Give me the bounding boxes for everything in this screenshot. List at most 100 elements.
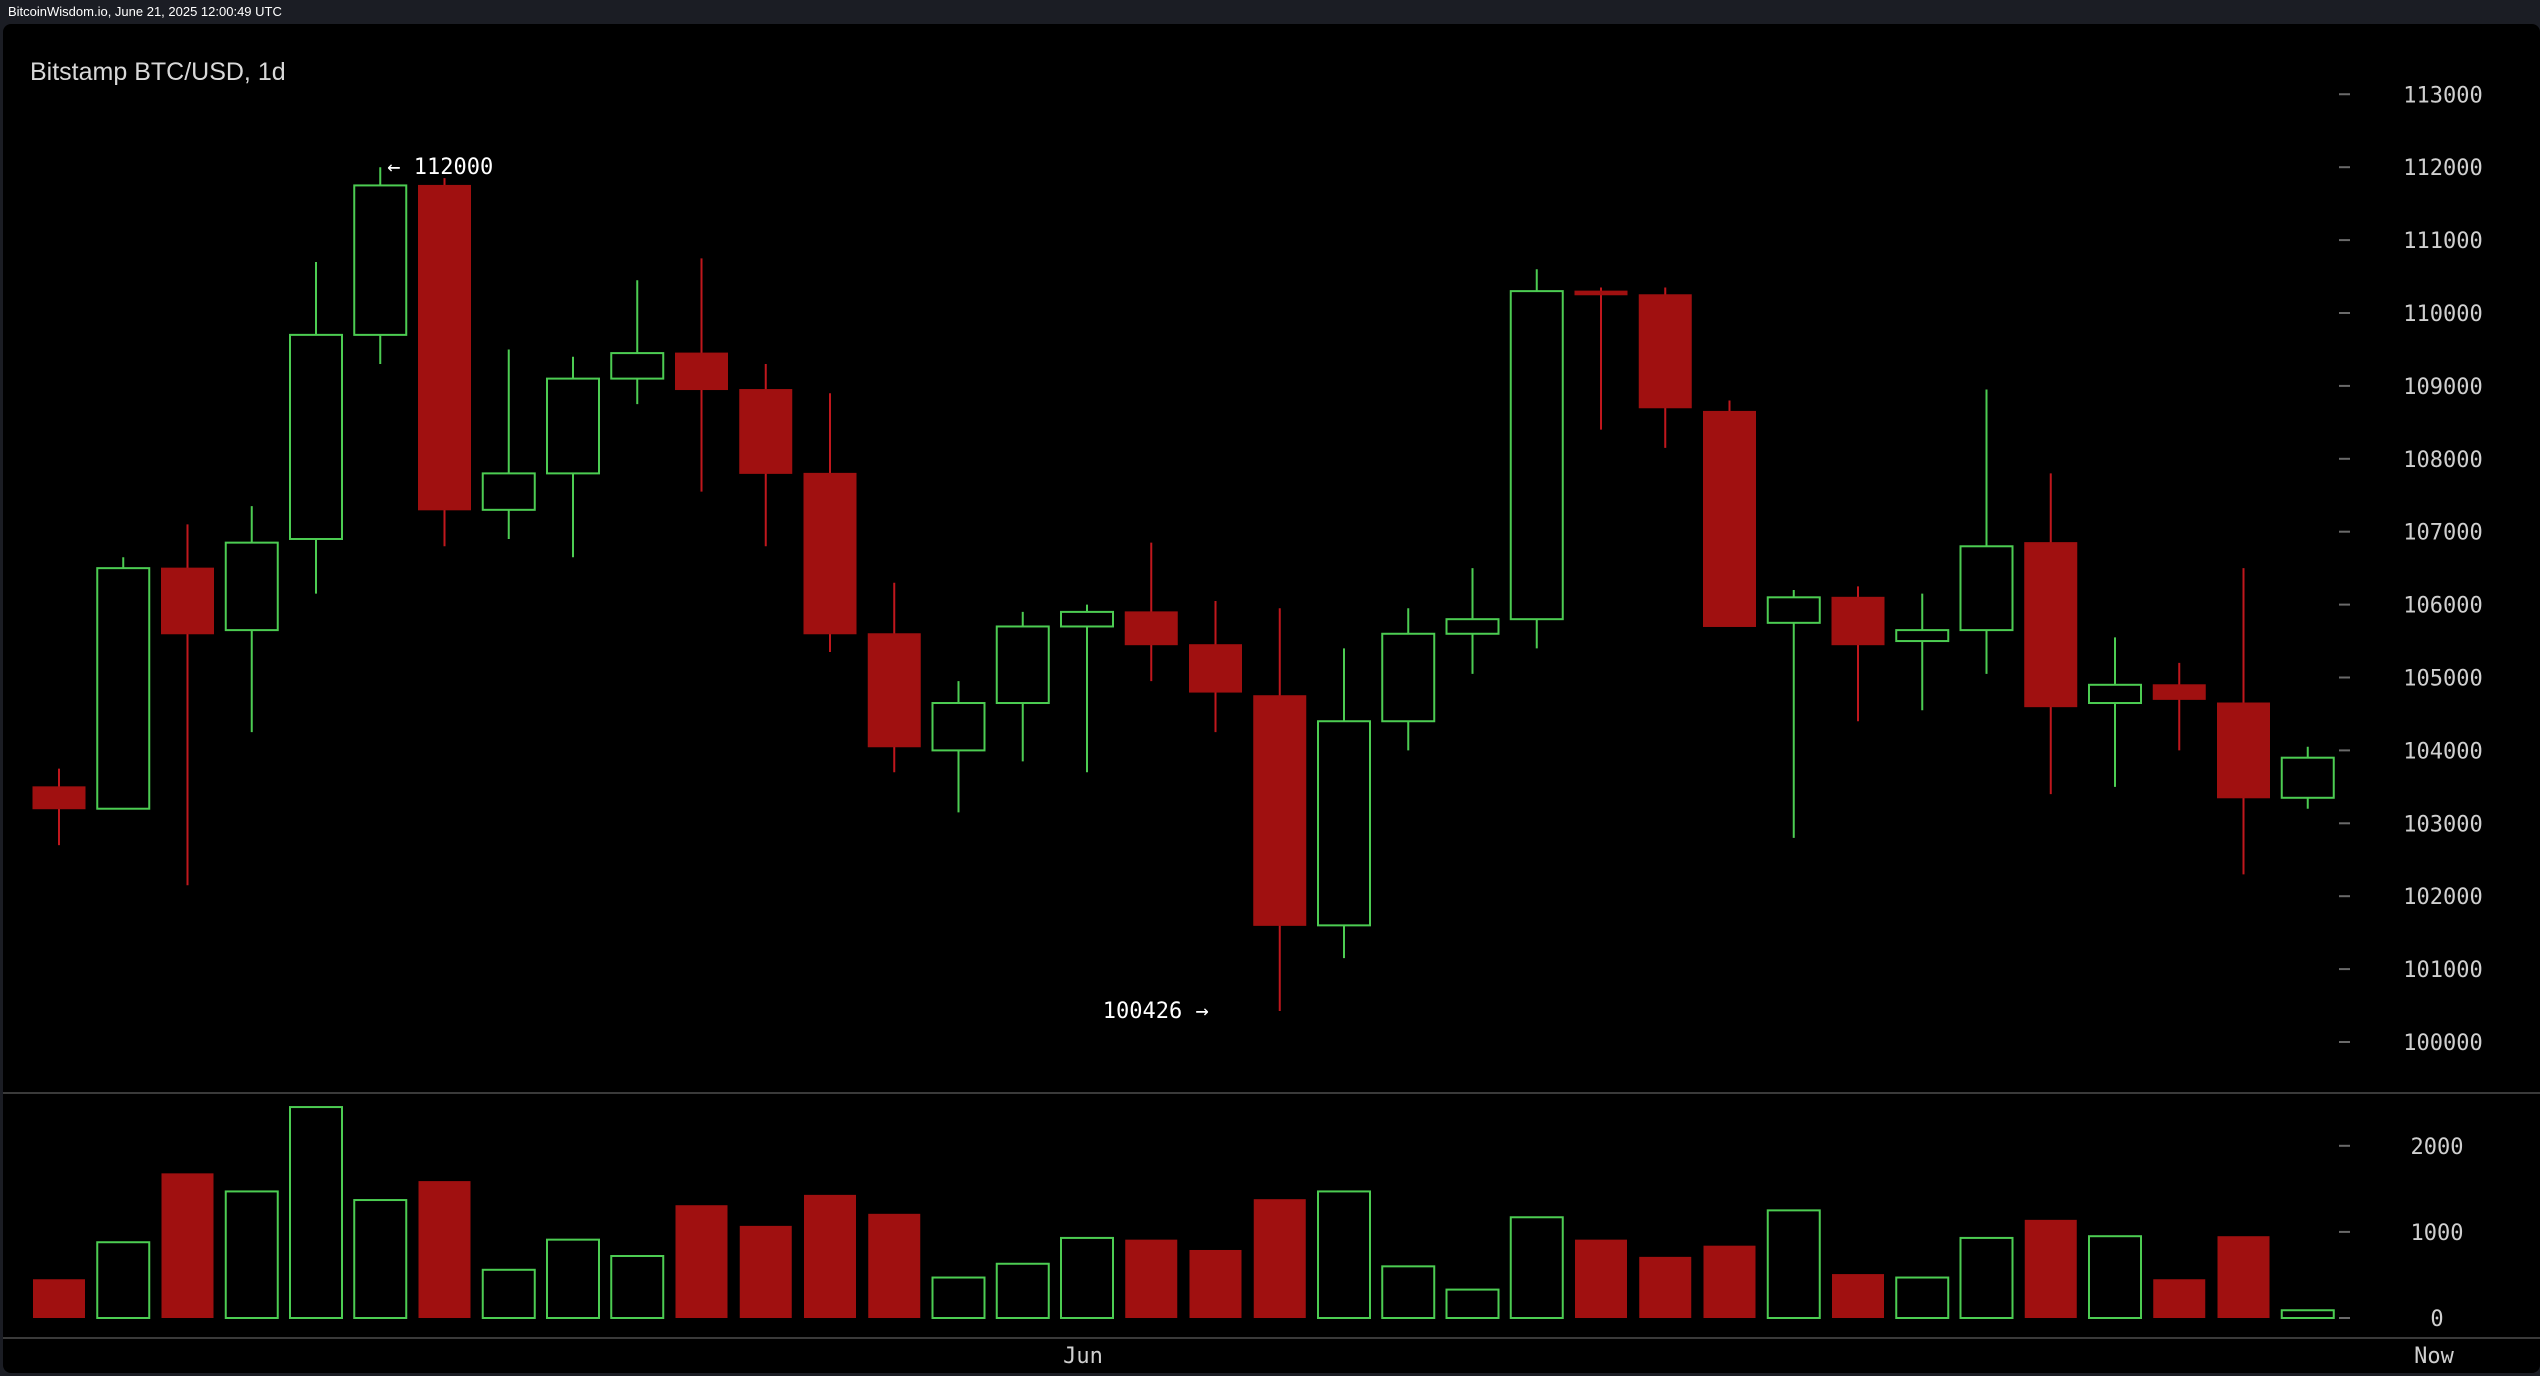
candle (481, 349, 536, 539)
price-tick-label: 105000 (2403, 667, 2482, 692)
volume-bar (1317, 1190, 1371, 1319)
candle-body (1060, 610, 1114, 628)
volume-bar (804, 1194, 856, 1318)
candle (1831, 586, 1885, 722)
price-tick-label: 112000 (2403, 156, 2482, 181)
candle-body (1381, 632, 1436, 723)
candle-body (995, 625, 1050, 705)
candle (353, 167, 408, 365)
candle-body (1124, 611, 1178, 646)
price-tick-label: 111000 (2403, 229, 2482, 254)
chart-canvas[interactable]: 100000 101000 102000 103000 104000 105000 1060… (3, 24, 2540, 1373)
volume-bar (289, 1106, 343, 1320)
candle-body (224, 541, 279, 632)
volume-bar (739, 1225, 792, 1318)
candle (1766, 590, 1821, 838)
volume-bar (224, 1190, 279, 1319)
volume-bar (1189, 1249, 1242, 1318)
volume-bar (610, 1255, 665, 1320)
price-tick-label: 100000 (2403, 1031, 2482, 1056)
chart-panel: 100000 101000 102000 103000 104000 105000 1060… (3, 24, 2540, 1373)
candle-body (675, 352, 728, 391)
time-axis-label: Now (2414, 1344, 2454, 1369)
candle (2152, 662, 2206, 751)
volume-bar (546, 1238, 600, 1320)
volume-bar (1959, 1236, 2014, 1319)
candle (96, 557, 151, 810)
price-tick-label: 103000 (2403, 812, 2482, 837)
price-annotation: ← 112000 (387, 155, 493, 180)
candle (1189, 600, 1242, 733)
candle (803, 393, 857, 652)
volume-bar (1253, 1199, 1306, 1318)
volume-bar (995, 1262, 1050, 1319)
candle-body (481, 472, 536, 511)
volume-bar (868, 1213, 921, 1318)
volume-bar (2024, 1219, 2077, 1318)
volume-tick-label: 0 (2430, 1307, 2443, 1332)
volume-bar (1639, 1256, 1692, 1318)
candle-body (2152, 684, 2206, 700)
candle (2024, 473, 2078, 795)
volume-bar (481, 1268, 536, 1320)
candle (2217, 568, 2270, 875)
candle-body (546, 377, 600, 475)
candle (1509, 269, 1564, 649)
volume-bar (2217, 1236, 2270, 1318)
volume-bar (1703, 1245, 1756, 1318)
price-tick-label: 110000 (2403, 302, 2482, 327)
volume-bar (418, 1181, 471, 1318)
volume-bar (1766, 1209, 1821, 1319)
volume-tick-label: 1000 (2411, 1221, 2464, 1246)
candle (1574, 287, 1628, 430)
source-timestamp: BitcoinWisdom.io, June 21, 2025 12:00:49… (8, 4, 282, 19)
price-tick-label: 102000 (2403, 885, 2482, 910)
candles (32, 167, 2335, 1011)
price-tick-label: 108000 (2403, 448, 2482, 473)
candle (739, 364, 793, 547)
volume-bar (161, 1173, 214, 1318)
candle-body (867, 633, 921, 748)
candle (224, 506, 279, 733)
candle (1381, 608, 1436, 751)
volume-bar (96, 1241, 151, 1320)
volume-bar (353, 1199, 408, 1319)
volume-bar (2088, 1235, 2142, 1319)
price-annotations: ← 112000 100426 → (387, 155, 1209, 1024)
candle (610, 280, 665, 405)
volume-tick-label: 2000 (2411, 1135, 2464, 1160)
volume-bar (2153, 1279, 2206, 1318)
candle (995, 611, 1050, 762)
candle (1959, 389, 2014, 674)
candle-body (353, 184, 408, 336)
candle-body (418, 184, 471, 511)
candle (867, 582, 921, 773)
candle-body (96, 567, 151, 810)
candle-body (1766, 596, 1821, 624)
volume-bar (1832, 1274, 1884, 1318)
price-tick-label: 113000 (2403, 83, 2482, 108)
candle (1895, 593, 1950, 711)
candle (289, 261, 343, 594)
volume-bar (1060, 1236, 1114, 1319)
candle (2088, 637, 2142, 787)
price-tick-label: 109000 (2403, 375, 2482, 400)
candle-body (1253, 695, 1307, 926)
candle (1445, 568, 1500, 674)
price-axis: 100000 101000 102000 103000 104000 105000 1060… (2339, 83, 2483, 1056)
candle (161, 524, 214, 886)
candle-body (1574, 290, 1628, 296)
chart-title: Bitstamp BTC/USD, 1d (30, 58, 286, 86)
candle-body (803, 472, 857, 635)
candle-body (1638, 294, 1692, 409)
time-axis-label: Jun (1063, 1344, 1103, 1369)
candle-body (2088, 683, 2142, 705)
candle-body (161, 567, 214, 635)
price-tick-label: 101000 (2403, 958, 2482, 983)
candle (32, 768, 86, 846)
volume-bar (1575, 1239, 1627, 1318)
price-tick-label: 106000 (2403, 594, 2482, 619)
candle-body (1509, 290, 1564, 621)
candle-body (2024, 542, 2078, 708)
volume-bar (675, 1205, 728, 1318)
